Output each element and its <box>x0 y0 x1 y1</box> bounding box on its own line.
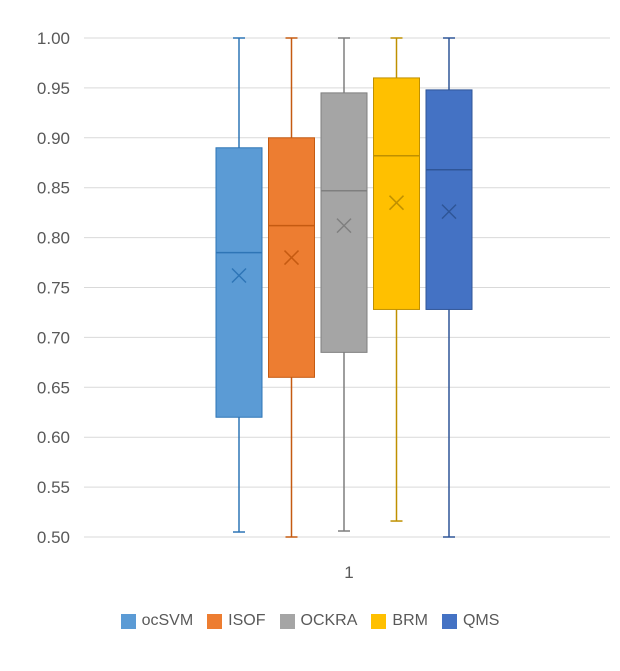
mean-marker <box>336 218 352 234</box>
legend-swatch <box>279 613 295 629</box>
legend-item-ocsvm: ocSVM <box>120 612 194 630</box>
mean-marker <box>441 204 457 220</box>
mean-marker <box>231 267 247 284</box>
mean-marker <box>283 250 300 266</box>
y-tick-label: 0.55 <box>37 478 70 497</box>
y-tick-label: 0.70 <box>37 328 70 347</box>
box-ocsvm <box>215 37 263 533</box>
legend-item-brm: BRM <box>371 612 428 630</box>
legend-label: QMS <box>462 612 500 629</box>
iqr-box <box>215 147 263 418</box>
box-brm <box>373 37 420 522</box>
legend-swatch <box>441 613 457 629</box>
y-tick-label: 0.65 <box>37 378 70 397</box>
box-ockra <box>320 37 368 532</box>
legend-label: ocSVM <box>141 612 194 629</box>
y-tick-label: 0.60 <box>37 428 70 447</box>
legend-swatch <box>207 613 223 629</box>
box-series <box>215 37 473 538</box>
iqr-box <box>320 92 368 353</box>
y-tick-label: 0.80 <box>37 229 70 248</box>
box-qms <box>425 37 473 538</box>
y-tick-label: 0.75 <box>37 279 70 298</box>
legend-label: OCKRA <box>300 612 358 629</box>
legend-item-isof: ISOF <box>207 612 266 630</box>
legend-swatch <box>120 613 136 629</box>
iqr-box <box>425 89 473 310</box>
iqr-box <box>373 77 420 310</box>
y-tick-label: 0.85 <box>37 179 70 198</box>
legend-item-qms: QMS <box>441 612 500 630</box>
y-tick-label: 0.90 <box>37 129 70 148</box>
legend-swatch <box>371 613 387 629</box>
y-tick-label: 0.50 <box>37 528 70 547</box>
y-tick-label: 1.00 <box>37 29 70 48</box>
mean-marker <box>388 195 405 211</box>
y-tick-label: 0.95 <box>37 79 70 98</box>
legend-item-ockra: OCKRA <box>279 612 358 630</box>
x-axis-tick-label: 1 <box>344 563 353 582</box>
y-axis-ticks: 0.50 0.55 0.60 0.65 0.70 0.75 0.80 0.85 0.90 0.95… <box>37 29 70 547</box>
legend-label: ISOF <box>228 612 266 629</box>
legend-label: BRM <box>392 612 428 629</box>
box-isof <box>268 37 315 538</box>
legend: ocSVM ISOF OCKRA BRM QMS <box>0 612 620 630</box>
